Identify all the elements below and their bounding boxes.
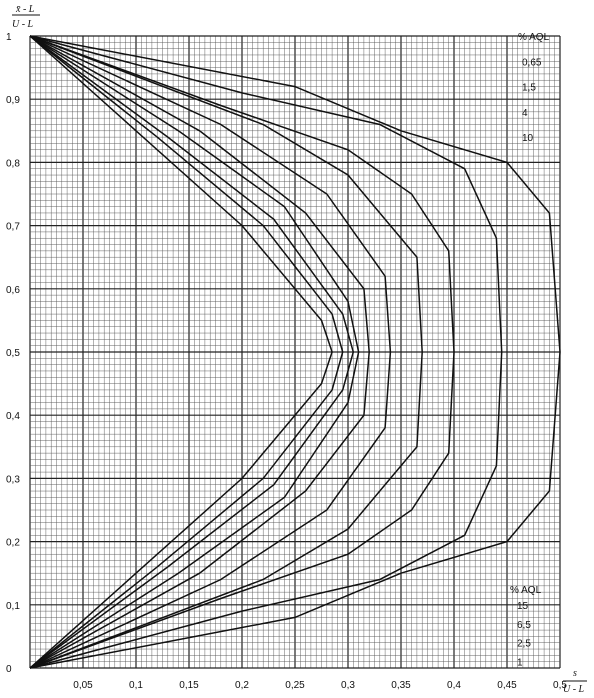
legend-top-label: 10 [522, 133, 534, 144]
y-tick-label: 0,3 [6, 474, 20, 485]
x-axis-title-numerator: s [573, 668, 577, 679]
x-tick-label: 0,1 [129, 680, 143, 691]
y-tick-label: 0 [6, 664, 12, 675]
legend-top-label: 4 [522, 108, 528, 119]
y-tick-label: 0,5 [6, 348, 20, 359]
legend-top-title: % AQL [518, 32, 550, 43]
legend-bottom-label: 2,5 [517, 639, 531, 650]
x-tick-label: 0,3 [341, 680, 355, 691]
curve-30 [29, 35, 561, 669]
y-axis-title-numerator: x̄ - L [15, 4, 35, 15]
y-tick-label: 0,2 [6, 538, 20, 549]
legend-bottom-label: 6,5 [517, 620, 531, 631]
y-tick-label: 0,4 [6, 411, 20, 422]
y-tick-label: 0,7 [6, 222, 20, 233]
y-tick-label: 1 [6, 32, 12, 43]
legend-top-label: 0,65 [522, 57, 542, 68]
x-axis-title: s U - L [563, 668, 587, 695]
curve-6-5 [29, 35, 370, 669]
y-tick-label: 0,9 [6, 95, 20, 106]
y-tick-label: 0,8 [6, 158, 20, 169]
curve-1-5 [29, 35, 344, 669]
x-tick-label: 0,45 [497, 680, 517, 691]
x-tick-label: 0,4 [447, 680, 461, 691]
curve-20 [29, 35, 455, 669]
curve-15 [29, 35, 423, 669]
legend-bottom-title: % AQL [510, 585, 542, 596]
curves [29, 35, 561, 669]
x-tick-label: 0,25 [285, 680, 305, 691]
ticks: 0 0,1 0,2 0,3 0,4 0,5 0,6 0,7 0,8 0,9 1 0,05 0,1 0,15… [6, 32, 567, 691]
x-axis-title-denominator: U - L [563, 684, 585, 695]
y-tick-label: 0,1 [6, 601, 20, 612]
y-axis-title: x̄ - L U - L [12, 4, 40, 30]
curve-4 [29, 35, 360, 669]
y-axis-title-denominator: U - L [12, 19, 34, 30]
curve-2-5 [29, 35, 355, 669]
legend-top-label: 1,5 [522, 83, 536, 94]
curve-0-65 [29, 35, 333, 669]
legend-bottom-label: 1 [517, 658, 523, 669]
x-tick-label: 0,5 [553, 680, 567, 691]
legend-bottom-label: 15 [517, 601, 529, 612]
legend-bottom: % AQL 15 6,5 2,5 1 [510, 585, 542, 669]
curve-10 [29, 35, 392, 669]
x-tick-label: 0,15 [179, 680, 199, 691]
x-tick-label: 0,05 [73, 680, 93, 691]
legend-top: % AQL 0,65 1,5 4 10 [518, 32, 550, 144]
curve-25 [29, 35, 503, 669]
x-tick-label: 0,2 [235, 680, 249, 691]
y-tick-label: 0,6 [6, 285, 20, 296]
x-tick-label: 0,35 [391, 680, 411, 691]
